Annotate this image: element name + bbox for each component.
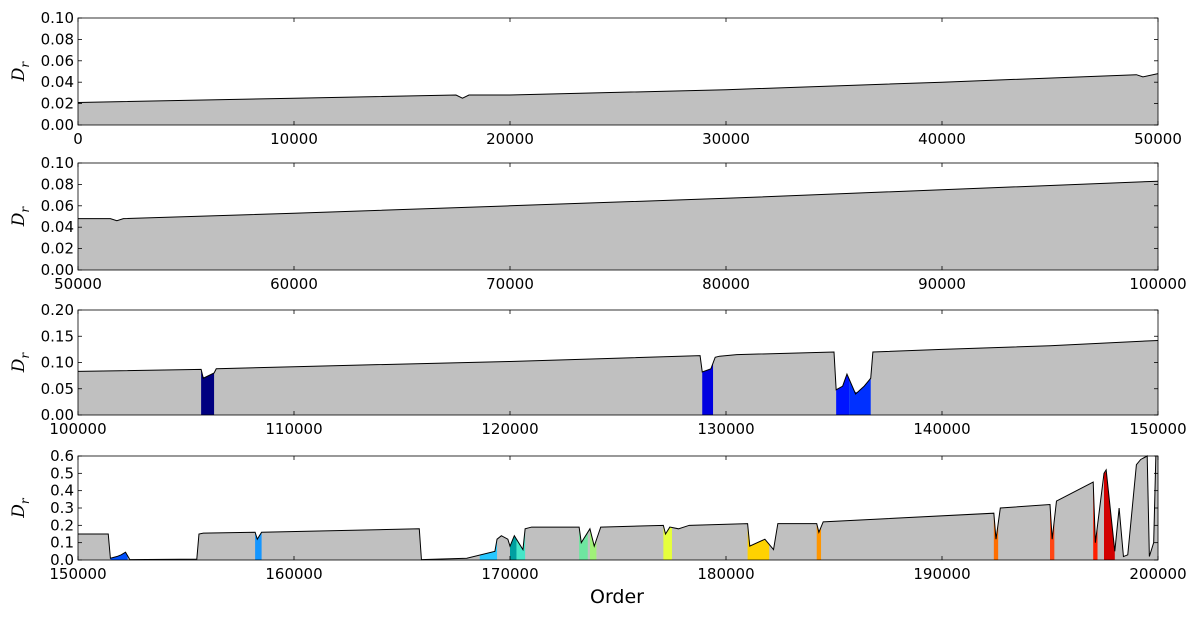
x-tick-label: 180000 <box>697 565 754 583</box>
chart-panel-4: 150000 160000 170000 180000 190000 2000000.00… <box>9 447 1187 583</box>
y-tick-label: 0.00 <box>41 116 74 134</box>
x-tick-label: 40000 <box>918 130 966 148</box>
y-tick-label: 0.08 <box>41 30 74 48</box>
axes-frame <box>77 17 1159 126</box>
chart-panel-2: 50000 60000 70000 80000 90000 100000 0.00 0.02 0… <box>9 154 1187 293</box>
y-tick-label: 0.04 <box>41 218 74 236</box>
series-line <box>78 455 1158 561</box>
x-tick-label: 90000 <box>918 275 966 293</box>
colored-region-14 <box>1104 471 1115 560</box>
y-axis-label: Dr <box>9 61 32 83</box>
area-fill <box>78 340 1158 415</box>
series-line <box>77 73 1159 104</box>
y-tick-label: 0.6 <box>50 447 74 465</box>
x-tick-label: 170000 <box>481 565 538 583</box>
x-tick-label: 70000 <box>486 275 534 293</box>
colored-region-5 <box>516 528 526 560</box>
y-tick-label: 0.10 <box>41 154 74 172</box>
y-tick-label: 0.15 <box>41 327 74 345</box>
y-axis-label: Dr <box>9 497 32 519</box>
x-tick-label: 0 <box>73 130 83 148</box>
x-tick-label: 150000 <box>1129 420 1186 438</box>
y-axis-label: Dr <box>9 206 32 228</box>
y-tick-label: 0.3 <box>50 499 74 517</box>
y-tick-label: 0.05 <box>41 380 74 398</box>
y-axis-label: Dr <box>9 352 32 374</box>
y-tick-label: 0.00 <box>41 406 74 424</box>
y-tick-label: 0.06 <box>41 52 74 70</box>
colored-region-10 <box>816 523 822 560</box>
x-tick-label: 140000 <box>913 420 970 438</box>
colored-region-3 <box>479 539 498 560</box>
x-axis-label: Order <box>590 586 644 608</box>
y-tick-label: 0.1 <box>50 534 74 552</box>
y-axis-label-subscript: r <box>18 61 32 68</box>
colored-region-2 <box>702 363 714 415</box>
y-tick-label: 0.02 <box>41 95 74 113</box>
y-axis-label-main: D <box>9 67 29 82</box>
colored-region-2 <box>255 532 262 560</box>
y-tick-label: 0.0 <box>50 551 74 569</box>
chart-panel-3: 100000 110000 120000 130000 140000 150000 0.00… <box>9 301 1187 438</box>
y-tick-label: 0.02 <box>41 240 74 258</box>
colored-region-4 <box>510 536 517 560</box>
colored-region-11 <box>993 513 999 560</box>
colored-region-12 <box>1050 504 1055 560</box>
y-axis-label-main: D <box>9 212 29 227</box>
y-tick-label: 0.06 <box>41 197 74 215</box>
x-tick-label: 200000 <box>1129 565 1186 583</box>
area-fill <box>78 181 1158 270</box>
y-tick-label: 0.00 <box>41 261 74 279</box>
x-tick-label: 60000 <box>270 275 318 293</box>
x-tick-label: 100000 <box>1129 275 1186 293</box>
y-tick-label: 0.04 <box>41 73 74 91</box>
y-axis-label-subscript: r <box>18 497 32 504</box>
y-tick-label: 0.10 <box>41 354 74 372</box>
chart-panel-1: 0 10000 20000 30000 40000 50000 0.00 0.02 0.04 0.… <box>9 9 1182 148</box>
colored-region-4 <box>849 378 871 415</box>
series-line <box>77 339 1159 395</box>
area-fill <box>78 73 1158 125</box>
x-tick-label: 120000 <box>481 420 538 438</box>
y-tick-label: 0.08 <box>41 175 74 193</box>
x-tick-label: 30000 <box>702 130 750 148</box>
area-fill <box>78 456 1158 560</box>
y-tick-label: 0.10 <box>41 9 74 27</box>
y-tick-label: 0.20 <box>41 301 74 319</box>
x-tick-label: 160000 <box>265 565 322 583</box>
colored-region-6 <box>579 527 588 560</box>
x-tick-label: 50000 <box>1134 130 1182 148</box>
x-tick-label: 50000 <box>54 275 102 293</box>
colored-region-8 <box>663 525 672 560</box>
y-axis-label-subscript: r <box>18 352 32 359</box>
colored-region-13 <box>1093 482 1098 560</box>
series-line <box>78 180 1159 222</box>
y-axis-label-main: D <box>9 504 29 519</box>
y-tick-label: 0.4 <box>50 482 74 500</box>
x-tick-label: 130000 <box>697 420 754 438</box>
x-tick-label: 20000 <box>486 130 534 148</box>
x-tick-label: 10000 <box>270 130 318 148</box>
x-tick-label: 110000 <box>265 420 322 438</box>
y-axis-label-main: D <box>9 358 29 373</box>
colored-region-3 <box>836 375 850 415</box>
axes-frame <box>77 162 1159 271</box>
y-axis-label-subscript: r <box>18 206 32 213</box>
x-tick-label: 100000 <box>49 420 106 438</box>
x-tick-label: 150000 <box>49 565 106 583</box>
y-tick-label: 0.2 <box>50 516 74 534</box>
x-tick-label: 190000 <box>913 565 970 583</box>
colored-region-1 <box>201 369 215 415</box>
colored-region-9 <box>747 523 770 560</box>
y-tick-label: 0.5 <box>50 464 74 482</box>
x-tick-label: 80000 <box>702 275 750 293</box>
